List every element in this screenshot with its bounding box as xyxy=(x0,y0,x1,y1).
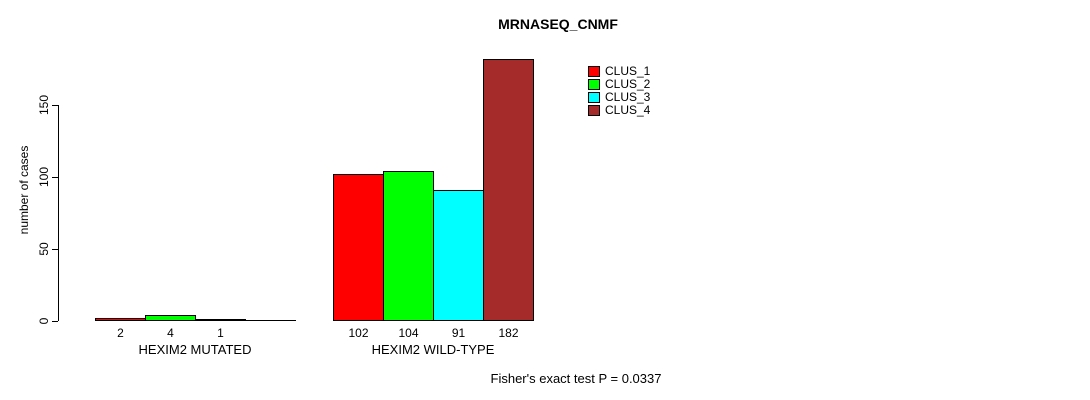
legend-item-label: CLUS_3 xyxy=(605,90,651,104)
y-tick-label: 150 xyxy=(37,94,51,116)
chart-title: MRNASEQ_CNMF xyxy=(498,16,618,32)
y-tick xyxy=(52,177,58,178)
bar-value-label: 2 xyxy=(117,326,124,340)
fisher-test-annotation: Fisher's exact test P = 0.0337 xyxy=(490,371,662,386)
bar-clus_4 xyxy=(483,59,534,321)
y-tick xyxy=(52,105,58,106)
legend-item: CLUS_1 xyxy=(588,65,650,78)
bar-clus_2 xyxy=(145,315,196,321)
bar-clus_1 xyxy=(95,318,146,321)
y-tick xyxy=(52,321,58,322)
legend-item-label: CLUS_4 xyxy=(605,103,651,117)
bar-clus_3 xyxy=(433,190,484,321)
bar-value-label: 4 xyxy=(167,326,174,340)
legend-swatch-clus_3 xyxy=(588,92,600,103)
category-label: HEXIM2 WILD-TYPE xyxy=(371,342,495,357)
y-axis xyxy=(58,105,59,321)
category-label: HEXIM2 MUTATED xyxy=(138,342,252,357)
y-tick xyxy=(52,249,58,250)
bar-value-label: 104 xyxy=(398,326,419,340)
y-tick-label: 50 xyxy=(37,242,51,256)
legend: CLUS_1 CLUS_2 CLUS_3 CLUS_4 xyxy=(588,65,650,117)
bar-clus_1 xyxy=(333,174,384,321)
legend-swatch-clus_2 xyxy=(588,79,600,90)
y-axis-label: number of cases xyxy=(17,145,31,235)
legend-item-label: CLUS_1 xyxy=(605,64,651,78)
legend-swatch-clus_1 xyxy=(588,66,600,77)
legend-item-label: CLUS_2 xyxy=(605,77,651,91)
legend-item: CLUS_4 xyxy=(588,104,650,117)
legend-item: CLUS_3 xyxy=(588,91,650,104)
bar-value-label: 1 xyxy=(217,326,224,340)
bar-value-label: 182 xyxy=(498,326,519,340)
y-tick-label: 100 xyxy=(37,166,51,188)
legend-item: CLUS_2 xyxy=(588,78,650,91)
bar-value-label: 102 xyxy=(348,326,369,340)
bar-clus_3 xyxy=(195,319,246,321)
bar-clus_2 xyxy=(383,171,434,321)
y-tick-label: 0 xyxy=(37,317,51,325)
legend-swatch-clus_4 xyxy=(588,105,600,116)
bar-value-label: 91 xyxy=(451,326,466,340)
